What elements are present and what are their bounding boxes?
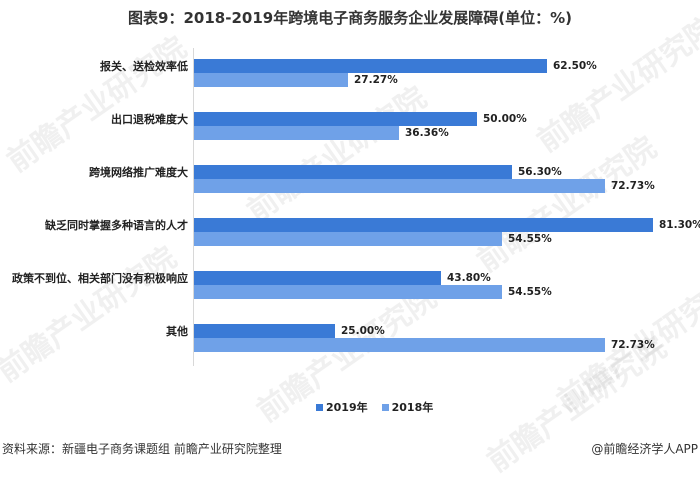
legend-item-2019: 2019年 [316,399,368,415]
legend-swatch-2018 [381,403,389,411]
category-label: 出口退税难度大 [111,113,188,126]
legend-label-2019: 2019年 [326,401,368,414]
value-label: 36.36% [405,127,449,139]
category-axis-line [193,48,194,366]
bar-2018 [194,179,605,193]
bar-2019 [194,271,441,285]
bar-2019 [194,59,547,73]
value-label: 43.80% [447,272,491,284]
credit-note: @前瞻经济学人APP [591,442,698,456]
value-label: 54.55% [508,233,552,245]
value-label: 56.30% [518,166,562,178]
legend: 2019年 2018年 [316,399,447,415]
bar-2019 [194,218,653,232]
legend-swatch-2019 [316,403,323,411]
value-label: 72.73% [611,339,655,351]
value-label: 81.30% [659,219,700,231]
legend-item-2018: 2018年 [381,399,434,415]
value-label: 27.27% [354,74,398,86]
chart-title: 图表9：2018-2019年跨境电子商务服务企业发展障碍(单位：%) [128,9,572,27]
bar-2019 [194,112,477,126]
value-label: 62.50% [553,60,597,72]
category-label: 缺乏同时掌握多种语言的人才 [45,219,188,232]
value-label: 50.00% [483,113,527,125]
source-note: 资料来源：新疆电子商务课题组 前瞻产业研究院整理 [2,442,282,456]
bar-2019 [194,324,335,338]
value-label: 72.73% [611,180,655,192]
plot-area: 报关、送检效率低 62.50% 27.27% 出口退税难度大 50.00% 36.36% 跨… [12,48,700,366]
bar-2018 [194,232,502,246]
value-label: 54.55% [508,286,552,298]
bar-2018 [194,126,399,140]
category-label: 跨境网络推广难度大 [89,166,188,179]
category-label: 报关、送检效率低 [100,60,188,73]
bar-2018 [194,338,605,352]
bar-2018 [194,73,348,87]
category-label: 政策不到位、相关部门没有积极响应 [12,272,188,285]
legend-label-2018: 2018年 [391,401,434,414]
value-label: 25.00% [341,325,385,337]
category-label: 其他 [166,325,188,338]
bar-2019 [194,165,512,179]
bar-2018 [194,285,502,299]
